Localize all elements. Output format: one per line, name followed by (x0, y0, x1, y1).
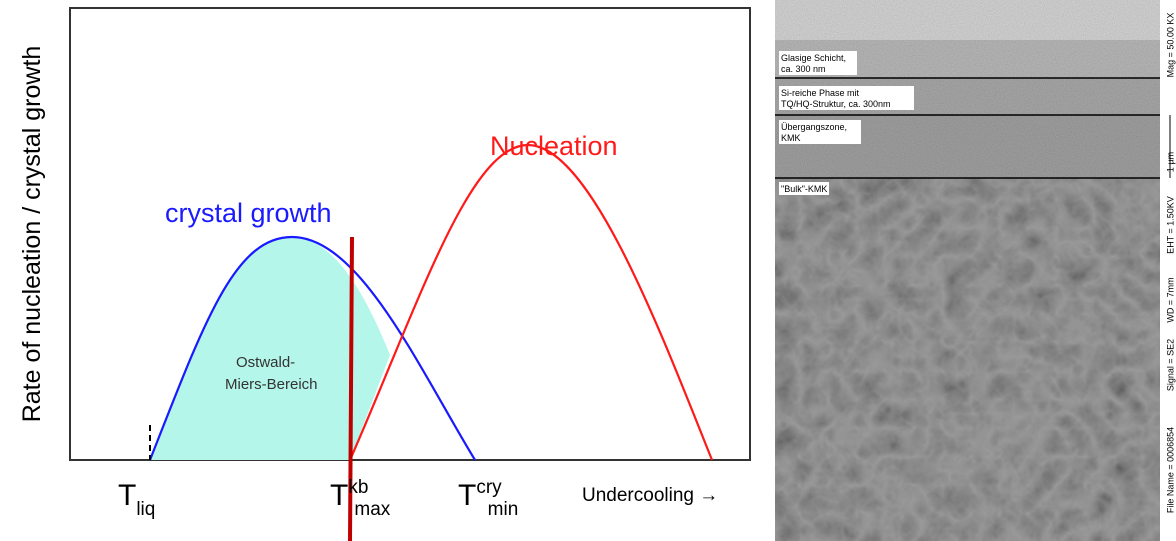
region-fill (150, 237, 390, 460)
info-item: Mag = 50.00 KX (1165, 13, 1175, 78)
info-item: WD = 7mm (1165, 277, 1175, 322)
tmax-line (348, 236, 354, 541)
x-labels: Tliq Tkb max Tcry min (118, 477, 518, 520)
nucleation-curve (348, 143, 714, 461)
layer-label: KMK (781, 133, 801, 143)
x-label: Tcry min (458, 477, 518, 520)
layer-label: ca. 300 nm (781, 64, 826, 74)
info-item: 1 µm (1165, 152, 1175, 172)
layer-label: "Bulk"-KMK (781, 184, 827, 194)
info-item: File Name = 0006854 (1165, 427, 1175, 513)
x-axis-label: Undercooling → (582, 485, 718, 506)
x-label-base: T (458, 479, 476, 512)
layer-label: Si-reiche Phase mit (781, 88, 860, 98)
plot-frame (69, 7, 751, 461)
x-label-sup: kb (348, 477, 368, 498)
layer-label: Glasige Schicht, (781, 53, 846, 63)
x-label: Tkb max (330, 477, 391, 520)
top-layer (775, 0, 1160, 40)
info-bar (1160, 0, 1176, 541)
growth-label: crystal growth (165, 198, 332, 228)
nucleation-label: Nucleation (490, 131, 618, 161)
y-axis-label: Rate of nucleation / crystal growth (18, 46, 46, 423)
growth-curve (148, 235, 476, 461)
info-item: EHT = 1.50KV (1165, 196, 1175, 254)
label-box (779, 182, 829, 195)
label-box (779, 51, 857, 75)
region-label: Ostwald- (236, 354, 295, 371)
info-text: Mag = 50.00 KX 1 µm EHT = 1.50KV WD = 7mm Si… (1165, 13, 1175, 514)
x-label-sub: max (354, 499, 390, 520)
x-label-base: T (330, 479, 348, 512)
x-label-base: T (118, 479, 136, 512)
label-box (779, 86, 914, 110)
x-label-sup: cry (476, 477, 502, 498)
layer-label: TQ/HQ-Struktur, ca. 300nm (781, 99, 891, 109)
micrograph: Glasige Schicht, ca. 300 nm Si-reiche Ph… (775, 0, 1176, 541)
region-label: Miers-Bereich (225, 376, 318, 393)
x-label: Tliq (118, 479, 155, 520)
info-item: Signal = SE2 (1165, 339, 1175, 391)
layer-label: Übergangszone, (781, 122, 847, 132)
label-box (779, 120, 861, 144)
x-label-sub: liq (136, 499, 155, 520)
x-label-sub: min (488, 499, 519, 520)
